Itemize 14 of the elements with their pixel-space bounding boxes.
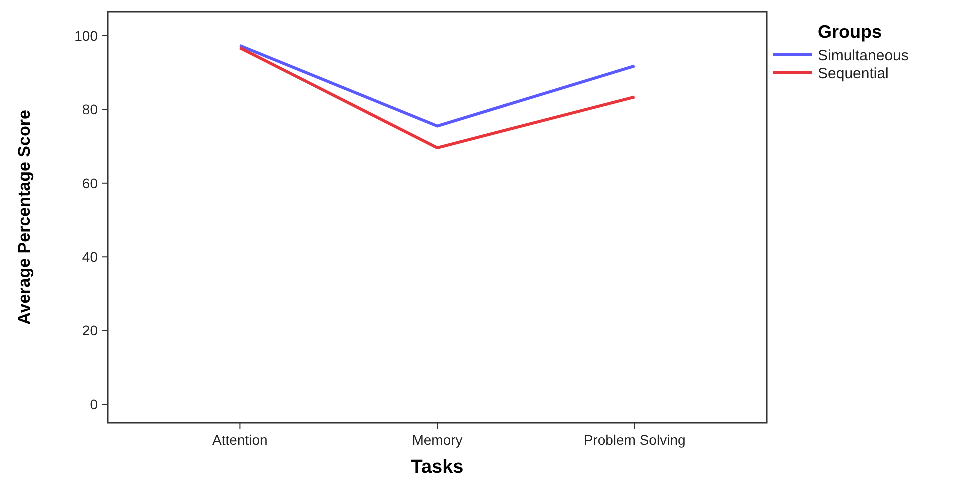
x-axis-title: Tasks (411, 457, 464, 477)
y-tick-label: 100 (74, 28, 98, 44)
x-tick-label: Memory (412, 432, 463, 448)
y-axis-title: Average Percentage Score (15, 110, 34, 325)
y-tick-label: 40 (82, 249, 98, 266)
legend-label: Sequential (818, 65, 889, 82)
y-tick-label: 20 (82, 322, 98, 339)
legend-title: Groups (818, 22, 882, 42)
y-tick-label: 80 (82, 102, 98, 118)
y-tick-label: 60 (82, 175, 98, 192)
y-tick-label: 0 (90, 396, 98, 412)
legend-label: Simultaneous (818, 47, 909, 64)
x-tick-label: Attention (212, 432, 268, 448)
x-tick-label: Problem Solving (584, 432, 686, 448)
